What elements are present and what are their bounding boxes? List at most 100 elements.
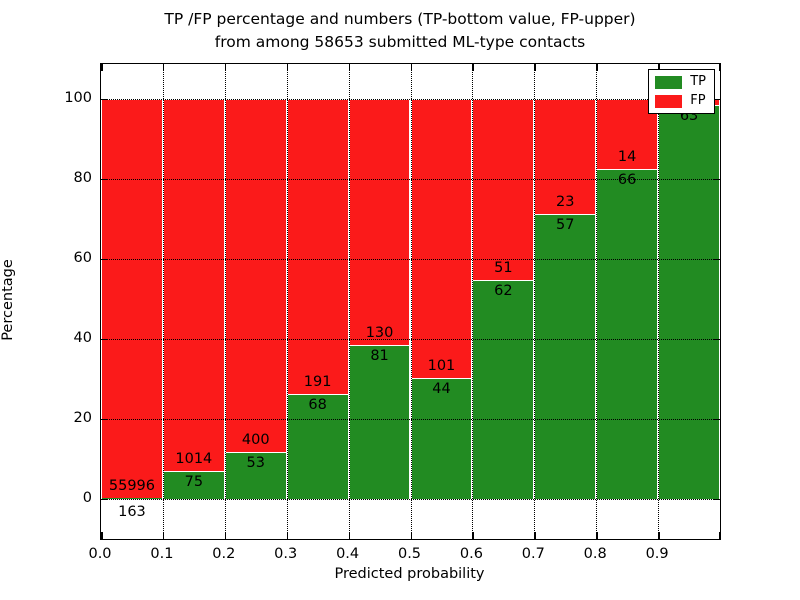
y-tick-mark [713,258,720,260]
fp-count-label: 55996 [108,477,156,494]
tp-count-label: 163 [118,504,146,520]
x-tick-mark [596,64,598,71]
bar-fp-segment [224,99,287,453]
x-tick-label: 0.8 [583,546,607,562]
legend-item-tp: TP [655,75,706,89]
x-tick-mark [596,532,598,539]
x-tick-label: 0.4 [336,546,360,562]
x-tick-mark [101,532,103,539]
bar-tp-segment [596,169,659,499]
x-tick-mark [472,64,474,71]
tp-count-label: 66 [617,172,637,188]
x-tick-mark [162,532,165,539]
bar-tp-segment [534,214,597,499]
x-tick-mark [534,532,536,539]
vertical-gridline [410,64,412,539]
x-tick-mark [658,532,660,539]
x-tick-label: 0.7 [521,546,545,562]
x-tick-mark [224,64,227,71]
legend-item-fp: FP [655,94,706,108]
y-tick-label: 80 [73,170,92,186]
legend-label-tp: TP [690,74,706,89]
tp-count-label: 68 [308,397,327,413]
x-tick-mark [658,64,660,71]
x-tick-label: 0.6 [459,546,483,562]
y-tick-mark [713,178,720,180]
y-tick-label: 40 [73,330,92,346]
x-tick-label: 0.9 [645,546,669,562]
y-tick-mark [101,178,108,180]
vertical-gridline [472,64,474,539]
y-tick-mark [101,98,108,100]
x-axis-label: Predicted probability [334,566,485,582]
fp-count-label: 130 [365,325,394,342]
x-tick-mark [286,532,289,539]
legend: TP FP [648,69,715,114]
bar-fp-segment [410,99,473,378]
y-tick-mark [101,498,108,500]
vertical-gridline [224,64,226,539]
fp-swatch-icon [655,94,683,108]
tp-count-label: 81 [370,348,389,365]
y-tick-mark [713,418,720,420]
y-tick-mark [101,338,108,340]
bar-tp-segment [658,105,720,499]
y-tick-label: 100 [64,90,92,106]
fp-count-label: 191 [303,374,332,390]
fp-count-label: 23 [556,194,575,210]
x-tick-mark [101,64,103,71]
x-tick-mark [472,532,474,539]
bar-fp-segment [101,99,163,498]
x-tick-mark [410,532,412,539]
bar-tp-segment [101,497,163,499]
chart-title-line2: from among 58653 submitted ML-type conta… [214,33,586,51]
bar-tp-segment [472,279,535,499]
x-tick-mark [534,64,536,71]
y-tick-label: 60 [73,250,92,266]
y-axis-label: Percentage [0,259,16,341]
tp-swatch-icon [655,75,683,89]
tp-count-label: 62 [494,282,513,299]
x-tick-label: 0.0 [88,546,112,562]
y-tick-mark [713,98,720,100]
fp-count-label: 101 [427,357,456,374]
y-tick-label: 0 [82,490,92,506]
tp-count-label: 57 [556,217,575,233]
y-tick-mark [713,498,720,500]
vertical-gridline [348,64,350,539]
plot-area: TP FP 55996 163 1014 75 400 53 191 68 130 81 101 44… [100,63,721,540]
vertical-gridline [286,64,288,539]
x-tick-mark [286,64,289,71]
x-tick-mark [162,64,165,71]
y-tick-mark [101,258,108,260]
vertical-gridline [596,64,598,539]
x-tick-label: 0.5 [397,546,422,562]
bar-fp-segment [348,99,411,346]
y-tick-mark [713,338,720,340]
x-tick-mark [718,532,720,539]
bar-fp-segment [162,99,225,472]
fp-count-label: 14 [617,149,637,165]
chart-title-line1: TP /FP percentage and numbers (TP-bottom… [164,10,636,28]
y-tick-label: 20 [73,410,92,426]
x-tick-label: 0.2 [212,546,236,562]
bar-tp-segment [224,452,287,499]
bar-tp-segment [162,471,225,499]
tp-count-label: 75 [184,474,204,491]
vertical-gridline [658,64,660,539]
tp-count-label: 44 [432,380,451,397]
bar-fp-segment [472,99,535,280]
x-tick-mark [410,64,412,71]
tp-count-label: 53 [246,455,265,472]
x-tick-label: 0.3 [274,546,298,562]
vertical-gridline [162,64,164,539]
x-tick-mark [224,532,227,539]
bar-tp-segment [348,345,411,499]
bar-fp-segment [596,99,659,169]
x-tick-label: 0.1 [150,546,174,562]
legend-label-fp: FP [690,93,706,108]
fp-count-label: 1014 [175,451,213,468]
y-tick-mark [101,418,108,420]
x-tick-mark [718,64,720,71]
